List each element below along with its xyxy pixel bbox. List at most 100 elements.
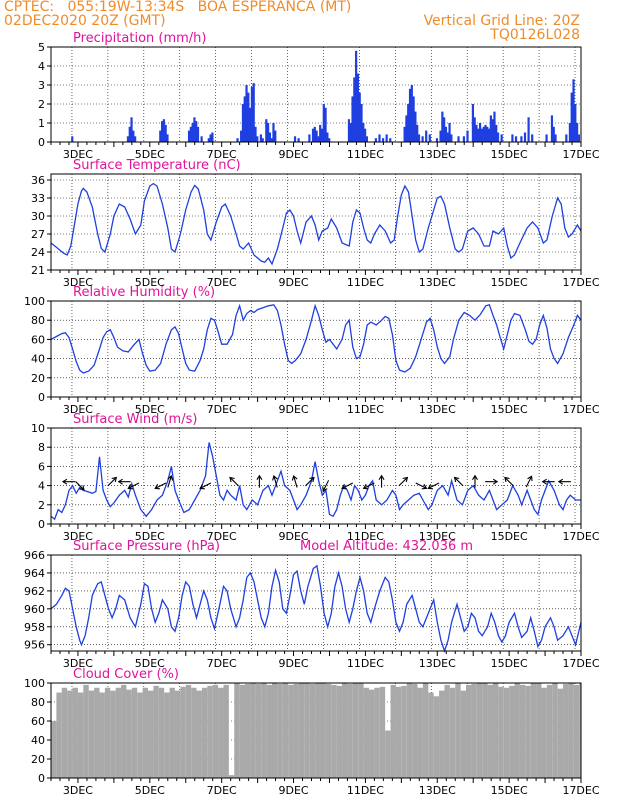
precip-bar [428, 134, 431, 142]
cloud-bar [250, 683, 256, 778]
precip-bar [351, 96, 354, 142]
cloud-bar [530, 683, 537, 778]
wind-arrow-head [111, 476, 118, 483]
cloud-bar [439, 690, 445, 778]
precip-bar [313, 126, 316, 142]
cloud-bar [525, 685, 531, 778]
precip-bar [364, 128, 367, 142]
wind-arrow-shaft [293, 475, 298, 488]
wind-arrow-head [378, 474, 385, 480]
x-tick-label: 13DEC [419, 657, 456, 670]
precip-bar [475, 124, 478, 142]
cloud-bar [234, 683, 240, 778]
x-tick-label: 15DEC [491, 148, 528, 161]
cloud-bar [131, 687, 138, 778]
cloud-bar [158, 687, 165, 778]
cloud-bar [498, 686, 504, 778]
wind-arrow [525, 475, 533, 488]
wind-arrow-shaft [273, 475, 278, 488]
x-tick-label: 5DEC [135, 784, 165, 797]
precip-bar [480, 128, 483, 142]
cloud-bar [185, 684, 192, 778]
y-tick-label: 80 [31, 696, 45, 709]
precip-bar [489, 115, 492, 142]
y-tick-label: 2 [38, 499, 45, 512]
cloud-bar [417, 687, 423, 778]
precip-bar [448, 123, 451, 142]
cloud-bar [563, 683, 569, 778]
wind-arrow-shaft [167, 475, 172, 488]
cloud-bar [115, 687, 122, 778]
x-tick-label: 7DEC [207, 148, 237, 161]
precip-bar [439, 130, 442, 142]
wind-arrow-head [61, 478, 68, 485]
precip-bar [349, 123, 352, 142]
precip-bar [435, 138, 439, 142]
cloud-bar [255, 683, 262, 778]
wind-arrow [229, 476, 239, 487]
x-tick-label: 17DEC [562, 784, 599, 797]
precip-bar [71, 136, 74, 142]
precip-bar [572, 79, 575, 142]
precip-bar [159, 130, 162, 142]
cloud-bar [228, 775, 235, 778]
x-tick-label: 17DEC [562, 403, 599, 416]
cloud-bar [94, 687, 100, 778]
precip-bar [545, 134, 548, 142]
cloud-bar [245, 683, 251, 778]
precip-bar [482, 126, 485, 142]
cloud-bar [88, 690, 95, 778]
wind-arrow-head [504, 476, 510, 483]
y-tick-label: 20 [31, 753, 45, 766]
precip-bar [378, 134, 381, 142]
wind-arrow [107, 476, 118, 487]
x-tick-label: 3DEC [63, 403, 93, 416]
precip-bar [520, 136, 523, 142]
precip-title: Precipitation (mm/h) [73, 31, 206, 46]
precip-bar [326, 132, 329, 142]
rh-panel: Relative Humidity (%) 0 20 40 60 80 100 3DEC 5DE… [24, 285, 600, 416]
cloud-bar [536, 683, 542, 778]
wind-arrow [117, 478, 131, 485]
precip-bar [355, 50, 358, 142]
y-tick-label: 5 [38, 41, 45, 54]
precip-bar [405, 115, 408, 142]
x-tick-label: 15DEC [491, 403, 528, 416]
x-tick-label: 3DEC [63, 530, 93, 543]
cloud-bar [67, 690, 73, 778]
cloud-bar [449, 687, 456, 778]
precip-bar [160, 121, 164, 142]
precip-bar [187, 130, 191, 142]
precip-bar [500, 134, 503, 142]
precip-bar [362, 123, 365, 142]
precip-bar [570, 92, 573, 142]
x-tick-label: 5DEC [135, 403, 165, 416]
y-tick-label: 0 [38, 772, 45, 785]
precip-bar [261, 138, 264, 142]
precip-bar [252, 83, 255, 142]
precip-bar [254, 126, 257, 142]
wind-arrow [127, 482, 140, 490]
precip-bar [207, 138, 210, 142]
wind-arrow [291, 474, 298, 488]
precip-panel: Precipitation (mm/h) 0 1 2 3 4 5 3DEC 5DEC 7DEC 9D… [38, 31, 600, 161]
cloud-bar [406, 683, 413, 778]
y-tick-label: 80 [31, 314, 45, 327]
wind-arrow-head [527, 475, 533, 482]
precip-bar [317, 136, 320, 142]
y-tick-label: 40 [31, 734, 45, 747]
cloud-bar [207, 685, 213, 778]
x-tick-label: 7DEC [207, 784, 237, 797]
wind-arrow-shaft [428, 482, 440, 489]
precip-bar [417, 134, 421, 142]
precip-bar [487, 128, 491, 142]
cloud-bar [126, 689, 132, 778]
x-tick-label: 7DEC [207, 657, 237, 670]
precip-bar [274, 130, 277, 142]
precip-bar [211, 132, 214, 142]
x-tick-label: 15DEC [491, 784, 528, 797]
precip-bar [511, 134, 514, 142]
pressure-series-line [50, 564, 582, 654]
cloud-bar [169, 687, 175, 778]
cloud-bar [212, 684, 219, 778]
